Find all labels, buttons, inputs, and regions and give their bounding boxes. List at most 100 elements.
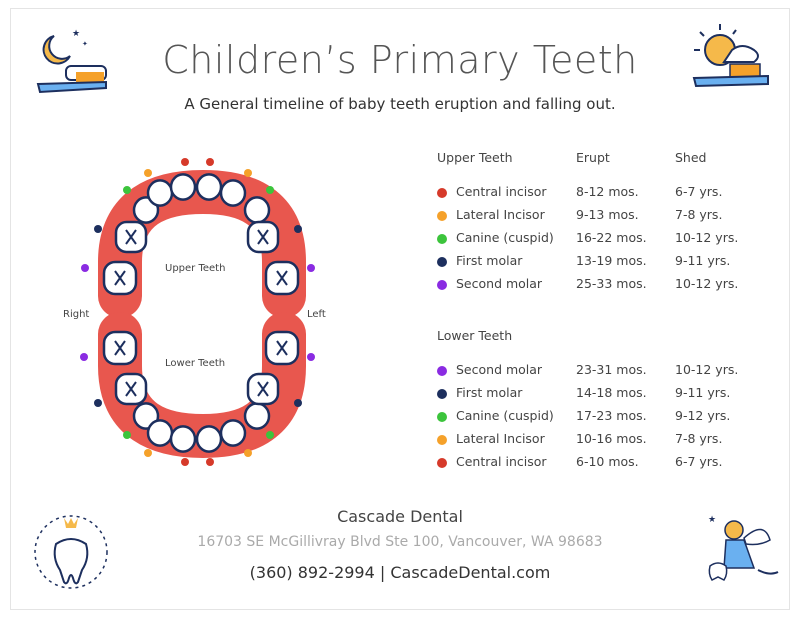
upper-teeth-label: Upper Teeth	[165, 263, 226, 274]
erupt-value: 10-16 mos.	[576, 431, 647, 446]
page-subtitle: A General timeline of baby teeth eruptio…	[184, 95, 616, 113]
color-dot	[437, 257, 447, 267]
lateral-dot	[144, 169, 152, 177]
second-molar-dot	[80, 353, 88, 361]
central-incisor-tooth	[169, 425, 197, 453]
canine-dot	[123, 186, 131, 194]
canine-dot	[266, 186, 274, 194]
erupt-value: 17-23 mos.	[576, 408, 647, 423]
svg-text:★: ★	[708, 515, 716, 525]
tooth-name: Lateral Incisor	[456, 207, 545, 222]
second-molar-dot	[81, 264, 89, 272]
first-molar-dot	[294, 399, 302, 407]
shed-value: 9-11 yrs.	[675, 253, 731, 268]
tooth-name: Lateral Incisor	[456, 431, 545, 446]
clinic-address: 16703 SE McGillivray Blvd Ste 100, Vanco…	[197, 534, 603, 550]
sun-toothbrush-icon	[692, 24, 769, 88]
tooth-name: Second molar	[456, 362, 543, 377]
canine-dot	[266, 431, 274, 439]
tooth-name: Second molar	[456, 276, 543, 291]
erupt-value: 13-19 mos.	[576, 253, 647, 268]
shed-value: 6-7 yrs.	[675, 184, 723, 199]
tooth-name: Central incisor	[456, 184, 547, 199]
svg-text:✦: ✦	[82, 40, 88, 48]
erupt-value: 6-10 mos.	[576, 454, 639, 469]
tooth-name: Canine (cuspid)	[456, 230, 554, 245]
color-dot	[437, 366, 447, 376]
first-molar-dot	[94, 399, 102, 407]
central-dot	[181, 458, 189, 466]
lateral-dot	[244, 449, 252, 457]
erupt-value: 16-22 mos.	[576, 230, 647, 245]
central-incisor-tooth	[195, 425, 223, 453]
erupt-value: 9-13 mos.	[576, 207, 639, 222]
color-dot	[437, 458, 447, 468]
first-molar-dot	[94, 225, 102, 233]
tooth-name: First molar	[456, 385, 523, 400]
lateral-incisor-tooth	[146, 179, 174, 207]
upper-heading: Upper Teeth	[437, 150, 513, 165]
central-dot	[206, 158, 214, 166]
tooth-name: Central incisor	[456, 454, 547, 469]
right-label: Right	[63, 309, 90, 320]
molar-cusp-mark	[276, 340, 288, 356]
second-molar-dot	[307, 264, 315, 272]
shed-value: 10-12 yrs.	[675, 230, 739, 245]
erupt-header: Erupt	[576, 150, 610, 165]
shed-value: 7-8 yrs.	[675, 431, 723, 446]
molar-cusp-mark	[257, 229, 269, 245]
page-title: Children’s Primary Teeth	[162, 38, 638, 82]
color-dot	[437, 412, 447, 422]
crowned-tooth-icon	[34, 515, 108, 589]
molar-cusp-mark	[125, 381, 137, 397]
tooth-name: First molar	[456, 253, 523, 268]
molar-cusp-mark	[114, 340, 126, 356]
central-incisor-tooth	[195, 173, 223, 201]
moon-toothbrush-icon: ★✦	[36, 29, 107, 94]
erupt-value: 25-33 mos.	[576, 276, 647, 291]
second-molar-dot	[307, 353, 315, 361]
shed-value: 6-7 yrs.	[675, 454, 723, 469]
left-label: Left	[307, 309, 326, 320]
canine-tooth	[243, 402, 271, 430]
lateral-dot	[144, 449, 152, 457]
shed-value: 9-12 yrs.	[675, 408, 731, 423]
svg-text:★: ★	[72, 29, 80, 39]
shed-value: 7-8 yrs.	[675, 207, 723, 222]
color-dot	[437, 280, 447, 290]
shed-value: 10-12 yrs.	[675, 276, 739, 291]
color-dot	[437, 389, 447, 399]
color-dot	[437, 188, 447, 198]
lateral-incisor-tooth	[219, 419, 247, 447]
color-dot	[437, 234, 447, 244]
color-dot	[437, 435, 447, 445]
molar-cusp-mark	[276, 270, 288, 286]
tooth-name: Canine (cuspid)	[456, 408, 554, 423]
molar-cusp-mark	[114, 270, 126, 286]
canine-tooth	[243, 196, 271, 224]
shed-value: 10-12 yrs.	[675, 362, 739, 377]
teeth-diagram	[80, 158, 315, 466]
central-incisor-tooth	[169, 173, 197, 201]
molar-cusp-mark	[125, 229, 137, 245]
molar-cusp-mark	[257, 381, 269, 397]
canine-dot	[123, 431, 131, 439]
clinic-contact[interactable]: (360) 892-2994 | CascadeDental.com	[249, 563, 551, 582]
lower-heading: Lower Teeth	[437, 328, 513, 343]
color-dot	[437, 211, 447, 221]
central-dot	[206, 458, 214, 466]
lateral-dot	[244, 169, 252, 177]
central-dot	[181, 158, 189, 166]
shed-value: 9-11 yrs.	[675, 385, 731, 400]
first-molar-dot	[294, 225, 302, 233]
erupt-value: 23-31 mos.	[576, 362, 647, 377]
erupt-value: 8-12 mos.	[576, 184, 639, 199]
page-border	[10, 8, 790, 610]
lateral-incisor-tooth	[146, 419, 174, 447]
lower-teeth-label: Lower Teeth	[165, 358, 226, 369]
erupt-value: 14-18 mos.	[576, 385, 647, 400]
lateral-incisor-tooth	[219, 179, 247, 207]
shed-header: Shed	[675, 150, 707, 165]
tooth-fairy-icon: ★	[708, 515, 779, 581]
